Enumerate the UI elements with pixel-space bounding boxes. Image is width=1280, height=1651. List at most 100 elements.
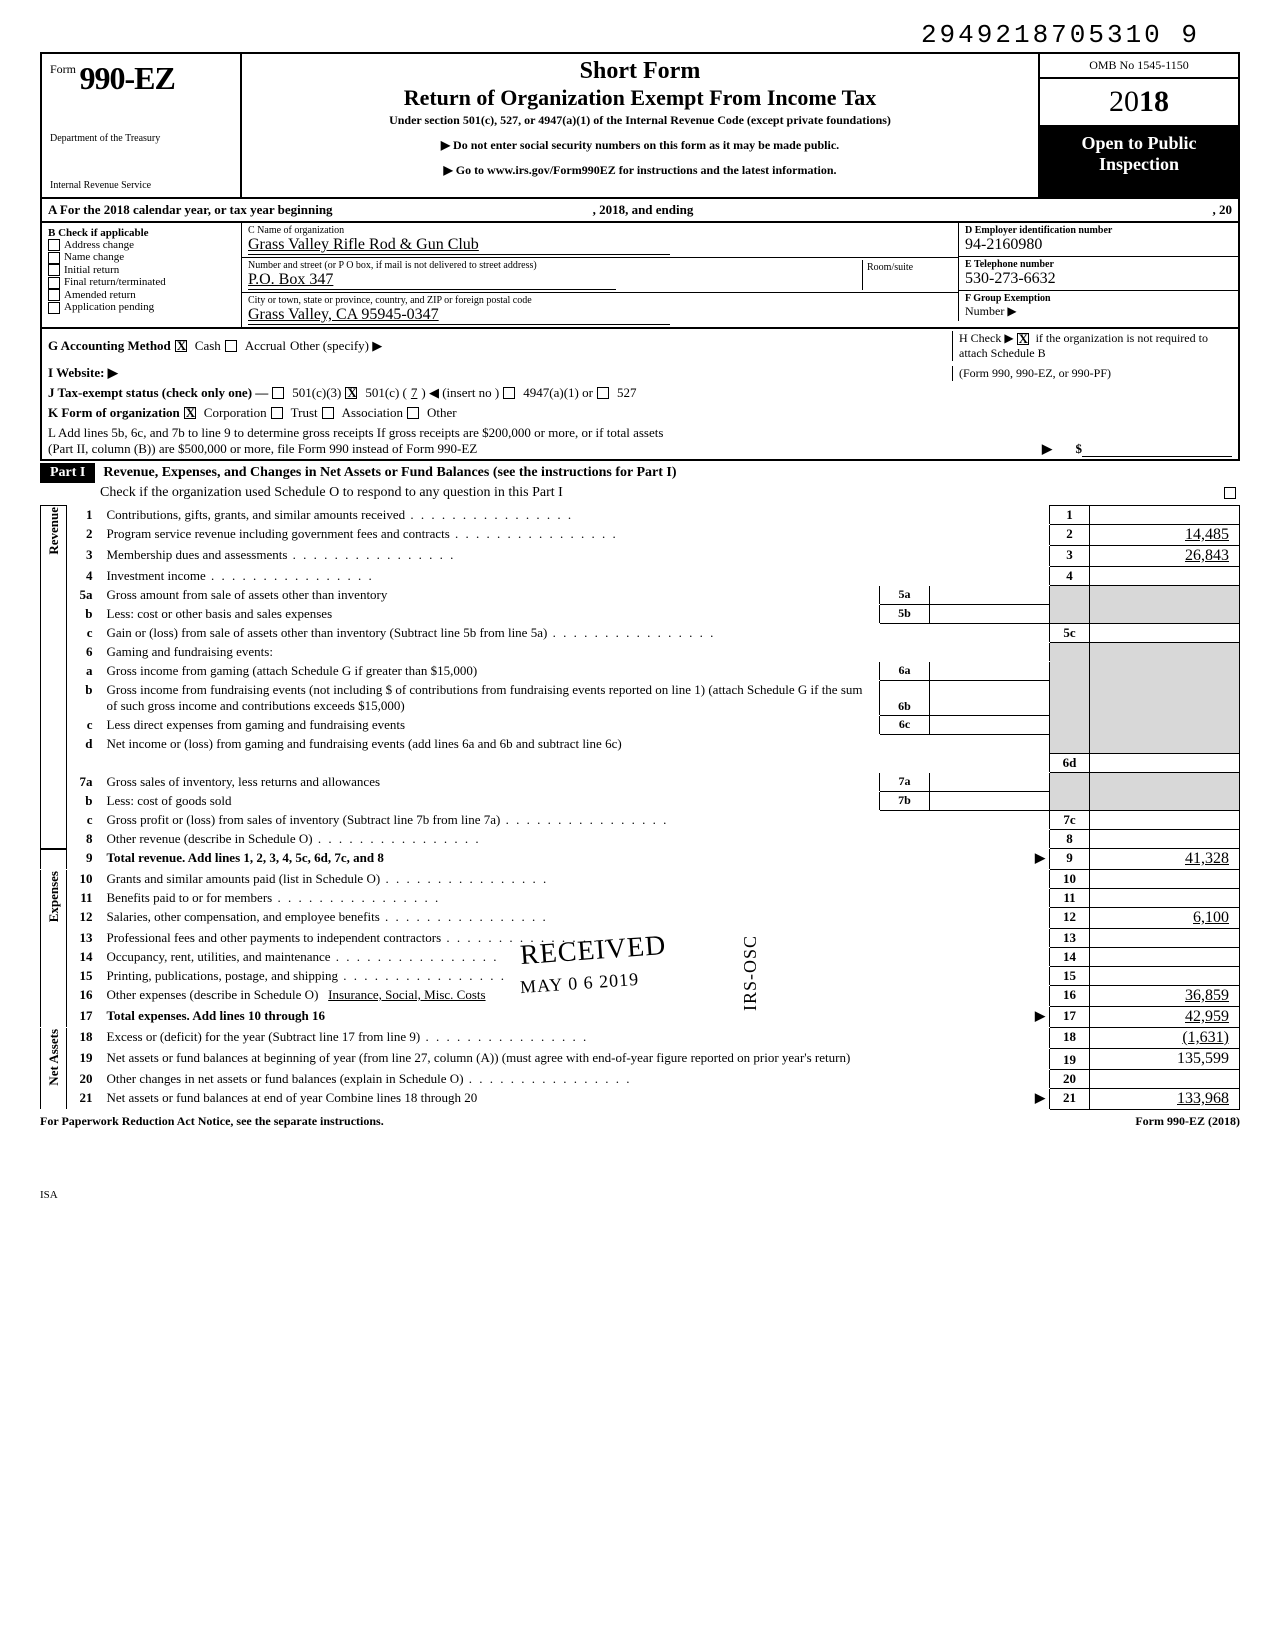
check-final-return[interactable] [48,277,60,289]
j-label: J Tax-exempt status (check only one) — [48,385,268,401]
org-name: Grass Valley Rifle Rod & Gun Club [248,236,670,255]
box-7c: 7c [1050,811,1090,830]
amt-9: 41,328 [1090,849,1240,870]
check-h[interactable] [1017,333,1029,345]
line-a-end: , 20 [1213,202,1233,218]
title-return: Return of Organization Exempt From Incom… [250,85,1030,111]
section-g-to-l: G Accounting Method Cash Accrual Other (… [40,329,1240,461]
d-label: D Employer identification number [965,225,1232,236]
ln-1: 1 [67,506,103,525]
box-17: 17 [1050,1007,1090,1028]
check-name-change[interactable] [48,252,60,264]
box-19: 19 [1050,1049,1090,1070]
arr-21: ▶ [1035,1090,1045,1106]
mini-7b: 7b [880,792,930,811]
ln-16: 16 [67,986,103,1007]
opt-address-change: Address change [64,239,134,251]
check-schedule-o[interactable] [1224,487,1236,499]
box-12: 12 [1050,908,1090,929]
box-11: 11 [1050,889,1090,908]
k-assoc: Association [342,405,403,421]
check-accrual[interactable] [225,340,237,352]
j-501c3: 501(c)(3) [292,385,341,401]
desc-2: Program service revenue including govern… [103,525,1050,546]
check-501c[interactable] [345,387,357,399]
k-corp: Corporation [204,405,267,421]
mini-6c: 6c [880,716,930,735]
amt-1 [1090,506,1240,525]
check-527[interactable] [597,387,609,399]
check-corporation[interactable] [184,407,196,419]
mini-5a: 5a [880,586,930,605]
room-suite-label: Room/suite [862,260,952,290]
box-21: 21 [1050,1089,1090,1110]
amt-6d [1090,754,1240,773]
check-trust[interactable] [271,407,283,419]
subtitle-under-section: Under section 501(c), 527, or 4947(a)(1)… [250,113,1030,128]
l-line2: (Part II, column (B)) are $500,000 or mo… [48,441,477,457]
ln-5c: c [67,624,103,643]
amt-20 [1090,1070,1240,1089]
k-label: K Form of organization [48,405,180,421]
telephone: 530-273-6632 [965,270,1232,288]
j-501c-num: 7 [411,385,418,401]
j-527: 527 [617,385,637,401]
c-name-label: C Name of organization [248,225,952,236]
amt-7c [1090,811,1240,830]
check-application-pending[interactable] [48,302,60,314]
amt-10 [1090,870,1240,889]
check-4947[interactable] [503,387,515,399]
ln-2: 2 [67,525,103,546]
check-association[interactable] [322,407,334,419]
box-9: 9 [1050,849,1090,870]
arr-17: ▶ [1035,1008,1045,1024]
check-other[interactable] [407,407,419,419]
check-cash[interactable] [175,340,187,352]
box-2: 2 [1050,525,1090,546]
j-insert-no: ) ◀ (insert no ) [421,385,499,401]
minival-6c [930,716,1050,735]
instruction-website: ▶ Go to www.irs.gov/Form990EZ for instru… [250,163,1030,178]
minival-6b [930,681,1050,716]
check-initial-return[interactable] [48,264,60,276]
check-address-change[interactable] [48,239,60,251]
check-501c3[interactable] [272,387,284,399]
l-dollar: $ [1052,441,1082,457]
desc-9: Total revenue. Add lines 1, 2, 3, 4, 5c,… [107,850,384,865]
ln-20: 20 [67,1070,103,1089]
desc-7b: Less: cost of goods sold [103,792,880,811]
opt-name-change: Name change [64,251,124,263]
ln-3: 3 [67,546,103,567]
opt-amended-return: Amended return [64,289,136,301]
ln-6c: c [67,716,103,735]
instruction-ssn: ▶ Do not enter social security numbers o… [250,138,1030,153]
desc-14: Occupancy, rent, utilities, and maintena… [103,948,1050,967]
ein: 94-2160980 [965,236,1232,254]
omb-number: OMB No 1545-1150 [1040,54,1238,79]
desc-8: Other revenue (describe in Schedule O) [103,830,1050,849]
desc-18: Excess or (deficit) for the year (Subtra… [103,1028,1050,1049]
ln-11: 11 [67,889,103,908]
box-10: 10 [1050,870,1090,889]
year-prefix: 20 [1109,85,1139,118]
check-amended-return[interactable] [48,289,60,301]
amt-2: 14,485 [1090,525,1240,546]
minival-5a [930,586,1050,605]
minival-7b [930,792,1050,811]
tax-year: 2018 [1040,79,1238,127]
line-a-mid: , 2018, and ending [593,202,694,218]
ln-7c: c [67,811,103,830]
ln-5b: b [67,605,103,624]
desc-11: Benefits paid to or for members [103,889,1050,908]
desc-3: Membership dues and assessments [103,546,1050,567]
box-3: 3 [1050,546,1090,567]
e-label: E Telephone number [965,259,1232,270]
amt-19: 135,599 [1090,1049,1240,1070]
desc-5c: Gain or (loss) from sale of assets other… [103,624,1050,643]
ln-12: 12 [67,908,103,929]
box-15: 15 [1050,967,1090,986]
k-trust: Trust [291,405,318,421]
g-accrual: Accrual [245,338,286,354]
side-net-assets: Net Assets [46,1029,62,1086]
f-label: F Group Exemption [965,293,1232,304]
